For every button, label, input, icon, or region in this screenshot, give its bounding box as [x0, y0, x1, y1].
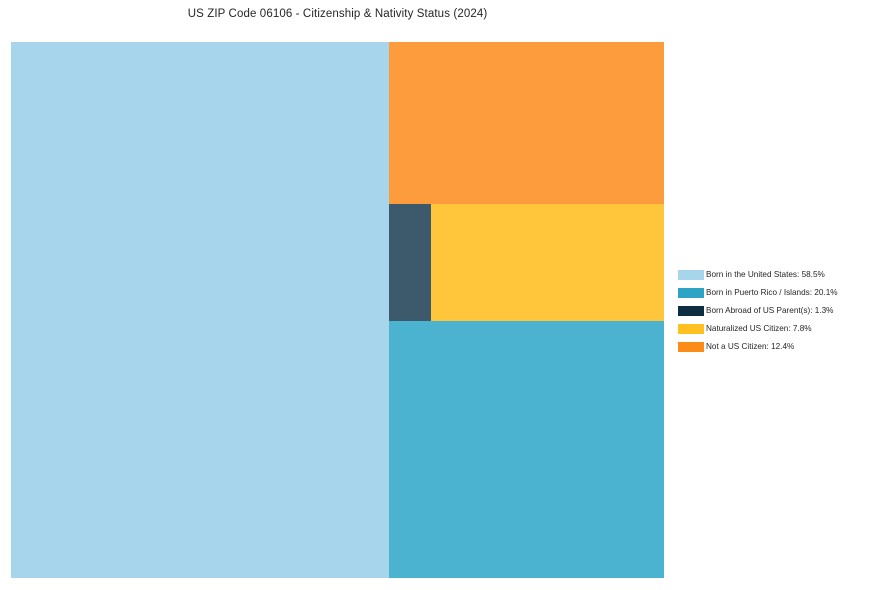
legend-label: Born in Puerto Rico / Islands: 20.1% — [706, 288, 838, 297]
legend-swatch — [678, 270, 704, 280]
legend-item[interactable]: Born in the United States: 58.5% — [678, 266, 883, 284]
treemap-tile[interactable] — [11, 42, 390, 578]
treemap-plot-area — [11, 42, 664, 578]
legend-swatch — [678, 324, 704, 334]
legend-item[interactable]: Born in Puerto Rico / Islands: 20.1% — [678, 284, 883, 302]
chart-legend: Born in the United States: 58.5% Born in … — [678, 266, 883, 356]
treemap-tile[interactable] — [389, 203, 431, 321]
page-title: US ZIP Code 06106 - Citizenship & Nativi… — [187, 8, 488, 20]
legend-label: Not a US Citizen: 12.4% — [706, 342, 795, 351]
legend-item[interactable]: Born Abroad of US Parent(s): 1.3% — [678, 302, 883, 320]
treemap-tile[interactable] — [430, 203, 664, 321]
legend-swatch — [678, 306, 704, 316]
treemap-tile[interactable] — [389, 320, 664, 578]
legend-label: Naturalized US Citizen: 7.8% — [706, 324, 812, 333]
legend-item[interactable]: Naturalized US Citizen: 7.8% — [678, 320, 883, 338]
legend-label: Born Abroad of US Parent(s): 1.3% — [706, 306, 834, 315]
legend-label: Born in the United States: 58.5% — [706, 270, 825, 279]
treemap-tile[interactable] — [389, 42, 664, 204]
legend-swatch — [678, 288, 704, 298]
legend-item[interactable]: Not a US Citizen: 12.4% — [678, 338, 883, 356]
legend-swatch — [678, 342, 704, 352]
